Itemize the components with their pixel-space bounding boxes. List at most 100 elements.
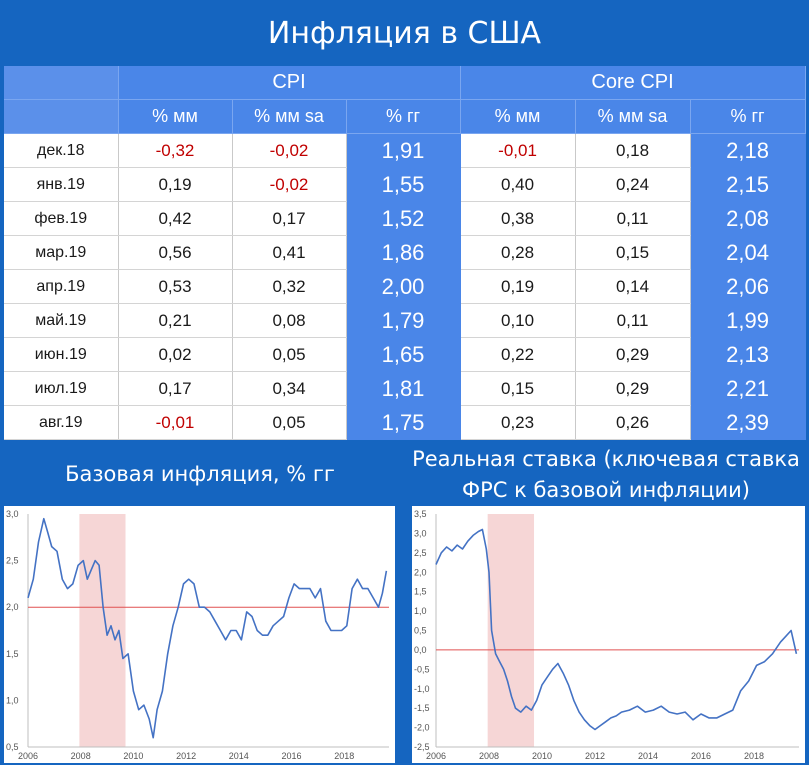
value-cell: 0,18 [575,133,691,168]
value-cell: 0,40 [460,167,576,202]
chart-title-core-inflation: Базовая инфляция, % гг [65,462,335,486]
sub-header: % мм [118,99,233,134]
value-cell: -0,02 [232,133,347,168]
row-date: дек.18 [4,133,119,168]
yoy-cell: 2,06 [690,269,806,304]
table-row: май.19 0,21 0,08 1,79 0,10 0,11 1,99 [4,303,806,338]
y-tick-label: 2,0 [414,567,427,577]
x-tick-label: 2018 [744,751,764,761]
series-line [435,528,798,731]
value-cell: 0,56 [118,235,233,270]
value-cell: 0,38 [460,201,576,236]
series-line [27,517,388,739]
value-cell: 0,19 [460,269,576,304]
value-cell: 0,05 [232,337,347,372]
table-row: апр.19 0,53 0,32 2,00 0,19 0,14 2,06 [4,269,806,304]
x-tick-label: 2018 [334,751,354,761]
y-tick-label: 3,0 [414,528,427,538]
value-cell: 0,08 [232,303,347,338]
row-date: май.19 [4,303,119,338]
value-cell: 0,17 [118,371,233,406]
y-tick-label: 0,5 [6,742,19,752]
table-row: фев.19 0,42 0,17 1,52 0,38 0,11 2,08 [4,201,806,236]
value-cell: 0,29 [575,371,691,406]
x-tick-label: 2012 [585,751,605,761]
y-tick-label: -2,5 [414,742,430,752]
y-tick-label: 2,5 [414,548,427,558]
table-row: мар.19 0,56 0,41 1,86 0,28 0,15 2,04 [4,235,806,270]
value-cell: 0,15 [460,371,576,406]
row-date: июн.19 [4,337,119,372]
inflation-table: CPI Core CPI % мм % мм sa % гг % мм % мм… [4,66,806,440]
x-tick-label: 2008 [479,751,499,761]
value-cell: 0,26 [575,405,691,440]
yoy-cell: 1,91 [346,133,461,168]
y-tick-label: 0,0 [414,645,427,655]
group-header-row: CPI Core CPI [4,66,806,100]
value-cell: -0,02 [232,167,347,202]
value-cell: 0,28 [460,235,576,270]
group-header-core-cpi: Core CPI [460,66,806,100]
y-tick-label: -1,5 [414,703,430,713]
row-date: авг.19 [4,405,119,440]
yoy-cell: 2,39 [690,405,806,440]
row-date: апр.19 [4,269,119,304]
yoy-cell: 1,81 [346,371,461,406]
recession-band [79,514,126,747]
table-row: дек.18 -0,32 -0,02 1,91 -0,01 0,18 2,18 [4,133,806,168]
value-cell: 0,41 [232,235,347,270]
yoy-cell: 2,04 [690,235,806,270]
sub-header: % гг [690,99,806,134]
y-tick-label: 1,0 [414,606,427,616]
sub-header: % гг [346,99,461,134]
y-tick-label: 3,5 [414,509,427,519]
chart-title-real-rate: Реальная ставка (ключевая ставка ФРС к б… [412,447,800,502]
yoy-cell: 2,13 [690,337,806,372]
value-cell: 0,24 [575,167,691,202]
yoy-cell: 1,65 [346,337,461,372]
row-date: мар.19 [4,235,119,270]
x-tick-label: 2014 [638,751,658,761]
value-cell: -0,01 [460,133,576,168]
corner-cell [4,99,119,134]
sub-header-row: % мм % мм sa % гг % мм % мм sa % гг [4,99,806,134]
value-cell: 0,19 [118,167,233,202]
value-cell: 0,10 [460,303,576,338]
value-cell: 0,11 [575,303,691,338]
value-cell: 0,21 [118,303,233,338]
x-tick-label: 2008 [71,751,91,761]
yoy-cell: 1,55 [346,167,461,202]
yoy-cell: 1,75 [346,405,461,440]
yoy-cell: 2,15 [690,167,806,202]
x-tick-label: 2010 [123,751,143,761]
page-title: Инфляция в США [267,15,542,51]
value-cell: 0,22 [460,337,576,372]
table-row: авг.19 -0,01 0,05 1,75 0,23 0,26 2,39 [4,405,806,440]
yoy-cell: 2,18 [690,133,806,168]
sub-header: % мм sa [575,99,691,134]
y-tick-label: 0,5 [414,626,427,636]
table-row: июл.19 0,17 0,34 1,81 0,15 0,29 2,21 [4,371,806,406]
y-tick-label: -0,5 [414,664,430,674]
y-tick-label: 3,0 [6,509,19,519]
x-tick-label: 2012 [176,751,196,761]
value-cell: 0,23 [460,405,576,440]
real-rate-chart: -2,5 -2,0 -1,5 -1,0 -0,5 0,0 0,5 1,0 1,5 2,0 2,5 3,… [412,506,805,763]
sub-header: % мм sa [232,99,347,134]
yoy-cell: 1,79 [346,303,461,338]
x-tick-label: 2010 [532,751,552,761]
value-cell: 0,02 [118,337,233,372]
x-tick-label: 2016 [281,751,301,761]
y-tick-label: 2,5 [6,556,19,566]
x-tick-label: 2006 [426,751,446,761]
table-row: июн.19 0,02 0,05 1,65 0,22 0,29 2,13 [4,337,806,372]
value-cell: 0,42 [118,201,233,236]
value-cell: -0,01 [118,405,233,440]
recession-band [487,514,535,747]
y-tick-label: -2,0 [414,723,430,733]
yoy-cell: 1,99 [690,303,806,338]
row-date: янв.19 [4,167,119,202]
yoy-cell: 2,21 [690,371,806,406]
y-tick-label: 1,0 [6,695,19,705]
corner-cell [4,66,119,100]
